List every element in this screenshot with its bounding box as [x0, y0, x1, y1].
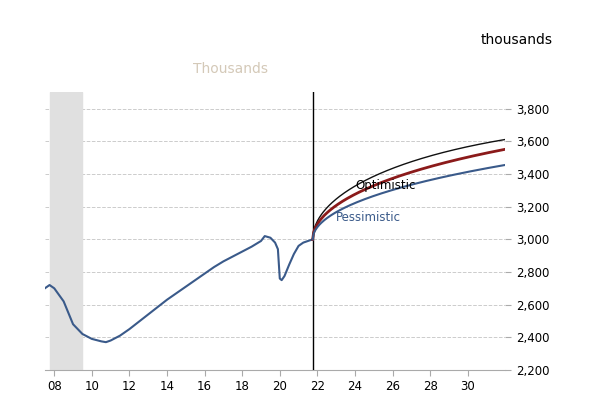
- Text: Optimistic: Optimistic: [355, 179, 416, 192]
- Bar: [50, 92, 83, 370]
- Text: Three Scenarios for Arizona Jobs: Three Scenarios for Arizona Jobs: [71, 22, 390, 40]
- Text: Thousands: Thousands: [193, 62, 268, 76]
- Text: thousands: thousands: [481, 33, 553, 47]
- Text: Pessimistic: Pessimistic: [336, 211, 401, 224]
